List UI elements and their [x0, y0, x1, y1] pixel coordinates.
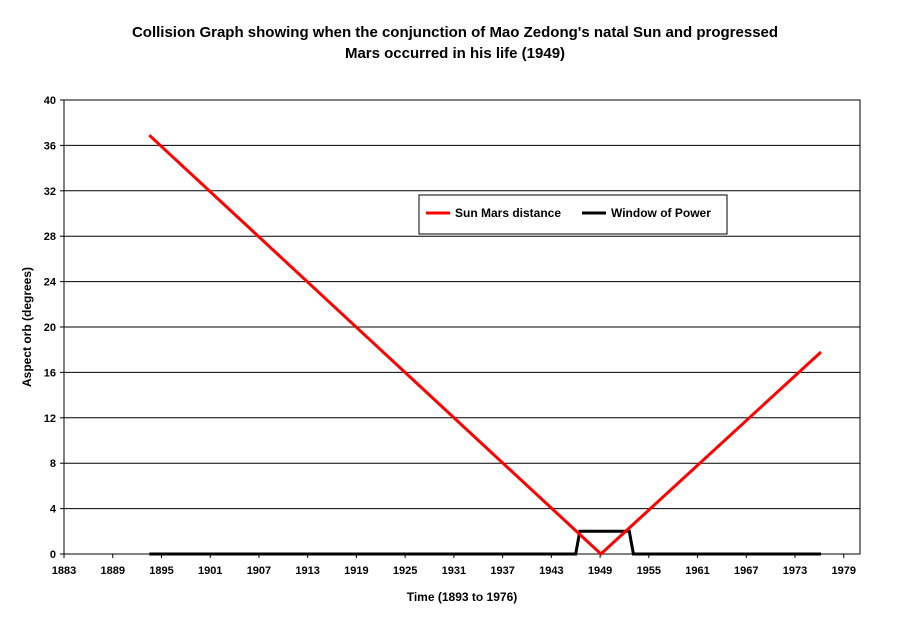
x-tick-label-1931: 1931 — [442, 565, 466, 577]
y-tick-label-8: 8 — [50, 458, 56, 470]
x-tick-label-1925: 1925 — [393, 565, 417, 577]
x-tick-label-1901: 1901 — [198, 565, 222, 577]
x-tick-label-1967: 1967 — [734, 565, 758, 577]
y-tick-label-40: 40 — [44, 95, 56, 107]
x-axis-title: Time (1893 to 1976) — [407, 590, 518, 604]
x-tick-label-1907: 1907 — [247, 565, 271, 577]
y-tick-label-12: 12 — [44, 413, 56, 425]
y-tick-label-28: 28 — [44, 231, 56, 243]
x-tick-label-1973: 1973 — [783, 565, 807, 577]
legend-label-window-of-power: Window of Power — [611, 206, 711, 220]
x-tick-label-1937: 1937 — [490, 565, 514, 577]
legend-label-sun-mars: Sun Mars distance — [455, 206, 561, 220]
gridlines — [64, 144, 860, 510]
x-tick-label-1913: 1913 — [295, 565, 319, 577]
legend-box — [418, 194, 728, 235]
chart-title-line-2: Mars occurred in his life (1949) — [345, 45, 565, 62]
y-axis-ticks: 0 4 8 12 16 20 24 28 32 36 40 — [44, 95, 64, 561]
y-tick-label-32: 32 — [44, 186, 56, 198]
y-tick-label-4: 4 — [50, 504, 57, 516]
x-tick-label-1979: 1979 — [832, 565, 856, 577]
x-tick-label-1895: 1895 — [149, 565, 173, 577]
series-line-sun-mars-distance — [148, 134, 823, 557]
chart-title-line-1: Collision Graph showing when the conjunc… — [132, 24, 778, 41]
y-axis-title: Aspect orb (degrees) — [20, 267, 34, 387]
x-tick-label-1961: 1961 — [685, 565, 709, 577]
series-layer — [148, 134, 823, 557]
x-axis-ticks: 1883 1889 1895 1901 1907 1913 1919 1925 1931 1937… — [52, 554, 856, 577]
y-tick-label-36: 36 — [44, 140, 56, 152]
y-tick-label-20: 20 — [44, 322, 56, 334]
legend: Sun Mars distance Window of Power — [418, 194, 728, 235]
y-tick-label-24: 24 — [44, 277, 57, 289]
x-tick-label-1883: 1883 — [52, 565, 76, 577]
x-tick-label-1943: 1943 — [539, 565, 563, 577]
y-tick-label-16: 16 — [44, 367, 56, 379]
y-tick-label-0: 0 — [50, 549, 56, 561]
x-tick-label-1889: 1889 — [100, 565, 124, 577]
x-tick-label-1955: 1955 — [637, 565, 661, 577]
x-tick-label-1919: 1919 — [344, 565, 368, 577]
x-tick-label-1949: 1949 — [588, 565, 612, 577]
series-line-window-of-power — [149, 529, 821, 556]
